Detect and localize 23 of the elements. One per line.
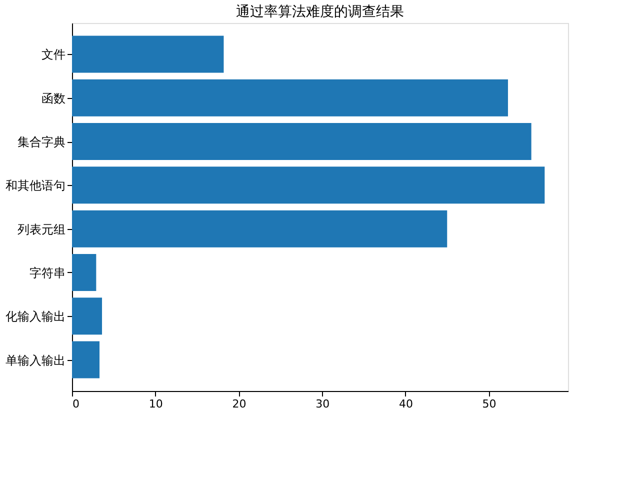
y-tick-label: 化输入输出	[6, 310, 66, 324]
x-tick-label: 0	[72, 398, 80, 410]
y-tick-label: 和其他语句	[6, 178, 66, 193]
chart-title: 通过率算法难度的调查结果	[236, 4, 404, 20]
y-tick-label: 字符串	[30, 266, 66, 280]
y-tick-label: 单输入输出	[6, 353, 66, 368]
x-tick-label: 30	[316, 398, 330, 410]
bar	[72, 341, 100, 378]
bar	[72, 36, 224, 73]
bar	[72, 298, 102, 335]
x-tick-label: 10	[148, 398, 163, 410]
y-tick-label: 集合字典	[18, 135, 66, 150]
y-tick-label: 文件	[42, 48, 66, 62]
bar	[72, 166, 545, 204]
x-tick-label: 40	[398, 398, 413, 410]
bar	[72, 254, 96, 291]
y-tick-label: 列表元组	[18, 222, 66, 236]
bar	[72, 210, 448, 248]
x-tick-label: 20	[232, 398, 246, 410]
y-tick-label: 函数	[42, 91, 66, 106]
bar	[72, 123, 532, 160]
bar	[72, 79, 508, 116]
x-tick-label: 50	[482, 398, 496, 410]
